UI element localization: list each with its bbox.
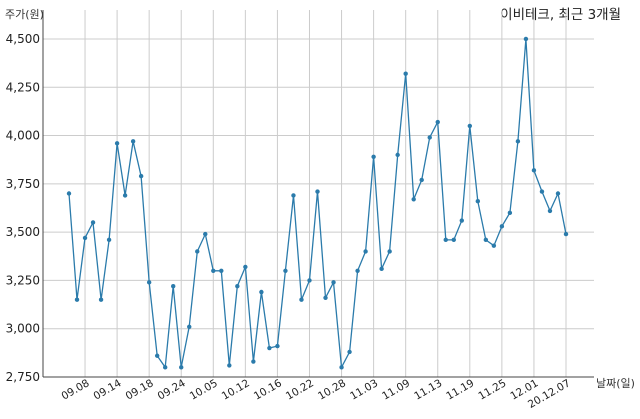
- price-point: [347, 349, 352, 355]
- x-tick-labels: 09.08 09.14 09.18 09.24 10.05 10.12 10.16 10.22…: [59, 377, 572, 411]
- y-tick-label: 4,250: [6, 80, 40, 94]
- price-point: [419, 177, 424, 183]
- y-axis-title: 주가(원): [5, 8, 44, 21]
- price-point: [106, 237, 112, 243]
- x-tick-label: 09.18: [124, 377, 156, 402]
- price-point: [211, 268, 216, 273]
- y-tick-labels: 2,750 3,000 3,250 3,500 3,750 4,000 4,250 4,500: [6, 32, 40, 384]
- price-point: [171, 284, 176, 289]
- y-tick-label: 4,500: [6, 32, 40, 46]
- price-point: [138, 173, 144, 179]
- x-tick-label: 09.14: [92, 377, 124, 403]
- chart-title: 이비테크, 최근 3개월: [500, 7, 621, 23]
- x-axis-title: 날짜(일): [596, 376, 635, 390]
- price-point: [475, 199, 481, 204]
- price-point: [179, 365, 184, 370]
- price-point: [259, 289, 264, 295]
- price-point: [235, 284, 240, 289]
- price-point: [427, 135, 432, 140]
- price-point: [323, 295, 328, 301]
- price-point: [307, 278, 312, 283]
- x-tick-label: 09.08: [59, 377, 91, 402]
- price-point: [291, 193, 296, 198]
- price-point: [371, 154, 376, 159]
- price-point: [122, 193, 128, 198]
- price-point: [547, 208, 553, 214]
- price-point: [435, 119, 440, 125]
- x-tick-label: 10.05: [188, 377, 220, 402]
- x-tick-label: 11.13: [412, 377, 444, 402]
- price-point: [507, 210, 513, 216]
- price-point: [283, 268, 288, 273]
- axes: [42, 10, 594, 378]
- price-point: [443, 237, 448, 243]
- x-tick-label: 10.28: [316, 377, 348, 402]
- y-tick-label: 3,250: [6, 273, 40, 287]
- price-point: [539, 189, 545, 194]
- price-point: [531, 168, 537, 173]
- x-tick-label: 11.25: [476, 377, 508, 402]
- price-point: [491, 243, 497, 248]
- price-point: [187, 324, 192, 329]
- price-point: [363, 249, 368, 254]
- y-tick-label: 3,500: [6, 225, 40, 239]
- price-point: [74, 297, 80, 302]
- price-point: [243, 264, 248, 270]
- x-tick-label: 11.03: [348, 377, 380, 402]
- price-point: [275, 343, 280, 349]
- price-point: [299, 297, 304, 302]
- price-point: [203, 231, 208, 237]
- x-tick-label: 10.16: [252, 377, 284, 403]
- price-point: [483, 237, 489, 243]
- price-point: [90, 220, 96, 225]
- price-series: [66, 36, 569, 370]
- price-point: [379, 266, 384, 272]
- price-point: [387, 249, 392, 254]
- price-point: [251, 359, 256, 364]
- x-tick-label: 10.22: [284, 377, 316, 402]
- price-point: [82, 235, 88, 241]
- price-point: [130, 139, 136, 144]
- price-point: [162, 365, 168, 370]
- price-point: [451, 237, 456, 243]
- price-point: [355, 268, 360, 273]
- price-line: [68, 38, 567, 370]
- price-point: [267, 345, 272, 351]
- x-tick-label: 10.12: [220, 377, 252, 402]
- price-point: [219, 268, 224, 273]
- y-tick-label: 4,000: [6, 129, 40, 143]
- price-point: [523, 36, 529, 42]
- price-point: [114, 141, 120, 146]
- price-point: [395, 152, 400, 158]
- price-point: [331, 280, 336, 285]
- price-point: [467, 123, 473, 129]
- y-tick-label: 2,750: [6, 370, 40, 384]
- x-tick-label: 11.19: [444, 377, 476, 402]
- price-point: [515, 139, 521, 144]
- y-tick-label: 3,000: [6, 322, 40, 336]
- price-point: [98, 297, 104, 302]
- price-point: [563, 231, 569, 237]
- price-point: [555, 191, 561, 196]
- price-point: [146, 280, 152, 285]
- price-point: [315, 189, 320, 194]
- grid-lines: [43, 10, 594, 378]
- x-tick-label: 11.09: [380, 377, 412, 402]
- price-point: [403, 71, 408, 76]
- y-tick-label: 3,750: [6, 177, 40, 191]
- price-point: [154, 353, 160, 358]
- price-point: [499, 224, 505, 229]
- price-point: [459, 218, 464, 223]
- price-point: [227, 363, 232, 368]
- x-tick-label: 09.24: [156, 377, 188, 403]
- price-point: [195, 249, 200, 254]
- price-point: [411, 197, 416, 202]
- price-point: [339, 365, 344, 370]
- price-point: [66, 191, 72, 196]
